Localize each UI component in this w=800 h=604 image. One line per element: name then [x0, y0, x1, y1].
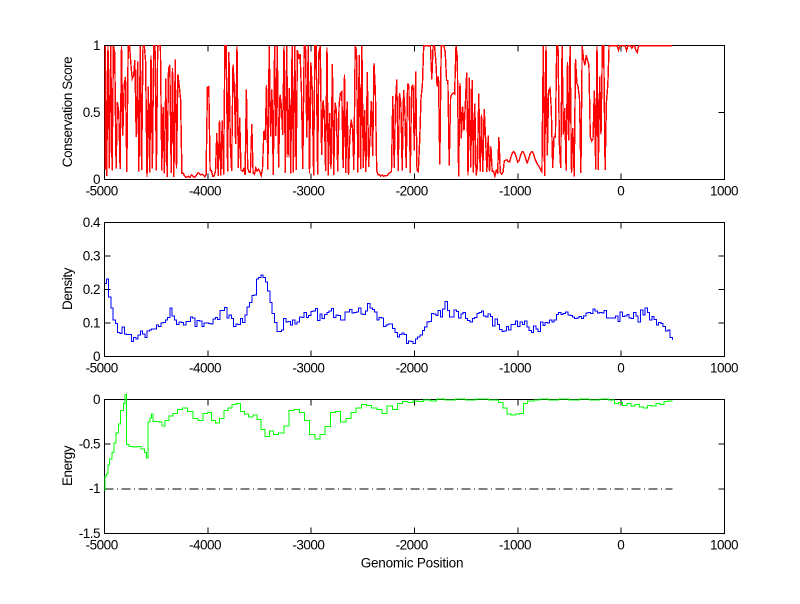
svg-text:0: 0 — [617, 538, 624, 553]
svg-text:-1000: -1000 — [499, 184, 531, 199]
svg-text:-4000: -4000 — [189, 184, 221, 199]
svg-text:-1: -1 — [89, 481, 100, 496]
svg-text:0: 0 — [93, 392, 100, 407]
svg-text:Density: Density — [60, 267, 75, 310]
svg-text:-5000: -5000 — [86, 184, 118, 199]
svg-text:-1000: -1000 — [499, 538, 531, 553]
svg-text:-4000: -4000 — [189, 361, 221, 376]
svg-text:0.3: 0.3 — [83, 248, 100, 263]
svg-text:-3000: -3000 — [292, 361, 324, 376]
svg-text:0: 0 — [617, 184, 624, 199]
svg-text:1: 1 — [93, 38, 100, 53]
svg-text:-1000: -1000 — [499, 361, 531, 376]
svg-text:-5000: -5000 — [86, 538, 118, 553]
svg-text:-4000: -4000 — [189, 538, 221, 553]
svg-text:0: 0 — [93, 349, 100, 364]
svg-text:-2000: -2000 — [396, 184, 428, 199]
svg-text:1000: 1000 — [710, 184, 738, 199]
svg-text:1000: 1000 — [710, 361, 738, 376]
svg-text:Conservation Score: Conservation Score — [60, 57, 75, 167]
svg-text:-3000: -3000 — [292, 184, 324, 199]
svg-text:Energy: Energy — [60, 445, 75, 486]
svg-text:0.2: 0.2 — [83, 282, 100, 297]
svg-text:-1.5: -1.5 — [79, 526, 100, 541]
svg-text:-0.5: -0.5 — [79, 437, 100, 452]
svg-text:0.1: 0.1 — [83, 315, 100, 330]
svg-text:0.5: 0.5 — [83, 105, 100, 120]
svg-text:-2000: -2000 — [396, 538, 428, 553]
svg-text:0: 0 — [93, 172, 100, 187]
svg-text:-3000: -3000 — [292, 538, 324, 553]
svg-text:-2000: -2000 — [396, 361, 428, 376]
svg-text:1000: 1000 — [710, 538, 738, 553]
svg-text:0: 0 — [617, 361, 624, 376]
svg-text:0.4: 0.4 — [83, 215, 101, 230]
svg-text:-5000: -5000 — [86, 361, 118, 376]
svg-text:Genomic Position: Genomic Position — [361, 556, 464, 571]
